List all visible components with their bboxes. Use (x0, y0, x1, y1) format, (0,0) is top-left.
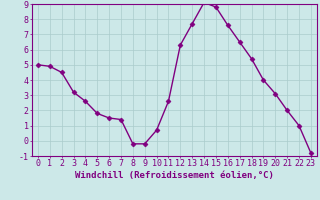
X-axis label: Windchill (Refroidissement éolien,°C): Windchill (Refroidissement éolien,°C) (75, 171, 274, 180)
